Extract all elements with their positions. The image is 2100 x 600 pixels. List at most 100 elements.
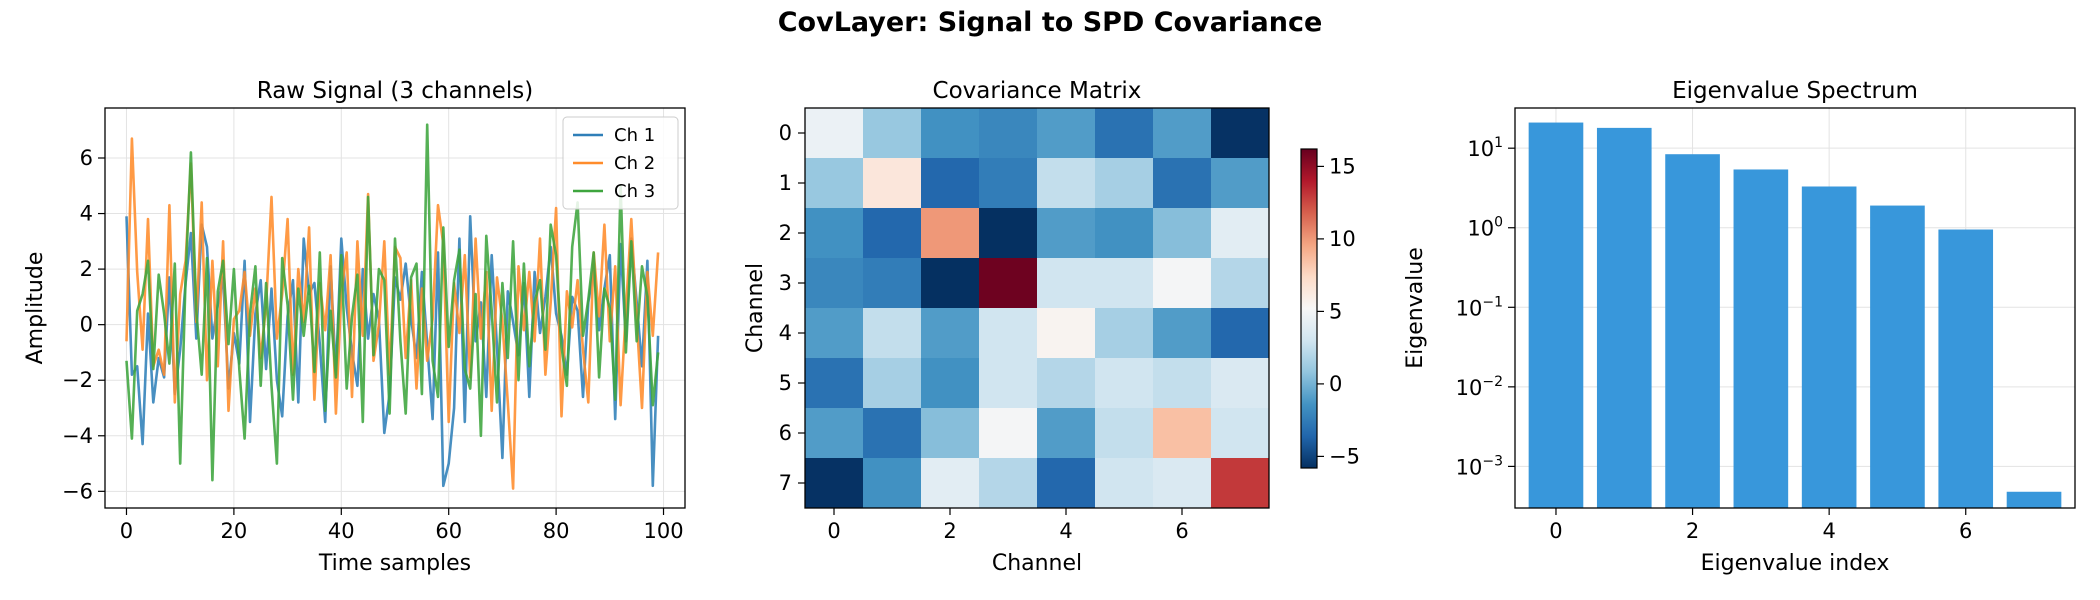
heatmap-cell bbox=[805, 308, 864, 359]
heatmap-cell bbox=[921, 108, 980, 159]
heatmap-cell bbox=[805, 408, 864, 459]
y-tick-label: 0 bbox=[80, 313, 93, 337]
x-axis-label: Channel bbox=[992, 551, 1082, 576]
x-tick-label: 4 bbox=[1822, 519, 1835, 543]
y-tick-label: 0 bbox=[779, 121, 792, 145]
y-tick-label-exponent: 1 bbox=[1494, 135, 1503, 151]
heatmap-cell bbox=[1095, 458, 1154, 509]
heatmap-cell bbox=[805, 458, 864, 509]
colorbar-tick-label: 0 bbox=[1329, 372, 1342, 396]
y-tick-label: 10−1 bbox=[1456, 294, 1503, 320]
heatmap-cell bbox=[1153, 308, 1212, 359]
colorbar bbox=[1300, 148, 1318, 469]
heatmap-cell bbox=[979, 358, 1038, 409]
y-tick-label: 5 bbox=[779, 371, 792, 395]
y-tick-label-exponent: −2 bbox=[1482, 374, 1503, 390]
x-tick-label: 0 bbox=[827, 519, 840, 543]
y-tick-label: 1 bbox=[779, 171, 792, 195]
heatmap-cell bbox=[1095, 108, 1154, 159]
heatmap-cell bbox=[1095, 408, 1154, 459]
y-tick-label: 4 bbox=[779, 321, 792, 345]
colorbar-tick-label: 15 bbox=[1329, 154, 1356, 178]
x-tick-label: 80 bbox=[543, 519, 570, 543]
heatmap-cell bbox=[1037, 108, 1096, 159]
x-tick-label: 40 bbox=[328, 519, 355, 543]
series-line-ch3 bbox=[125, 123, 660, 482]
y-tick-label: 10−3 bbox=[1456, 453, 1503, 479]
heatmap-cell bbox=[1211, 458, 1270, 509]
legend-label: Ch 3 bbox=[614, 181, 655, 202]
eigenvalue-bar bbox=[2006, 491, 2062, 508]
y-tick-label: 6 bbox=[779, 421, 792, 445]
eigenvalue-bar bbox=[1596, 127, 1652, 509]
heatmap-cell bbox=[1037, 358, 1096, 409]
legend bbox=[562, 116, 679, 210]
heatmap-cell bbox=[921, 208, 980, 259]
heatmap-cell bbox=[921, 408, 980, 459]
heatmap-cell bbox=[863, 358, 922, 409]
heatmap-cell bbox=[979, 108, 1038, 159]
heatmap-cell bbox=[863, 108, 922, 159]
heatmap-cell bbox=[1037, 258, 1096, 309]
eigenvalue-bar bbox=[1733, 169, 1789, 508]
x-tick-label: 2 bbox=[1686, 519, 1699, 543]
heatmap-cell bbox=[805, 208, 864, 259]
y-tick-label-base: 10 bbox=[1456, 376, 1483, 400]
heatmap-cell bbox=[921, 308, 980, 359]
heatmap-cell bbox=[1037, 208, 1096, 259]
eigenvalue-bar bbox=[1938, 229, 1994, 508]
heatmap-cell bbox=[1153, 358, 1212, 409]
chart-title: Eigenvalue Spectrum bbox=[1672, 78, 1918, 104]
heatmap-cell bbox=[805, 108, 864, 159]
y-tick-label: −6 bbox=[62, 479, 93, 503]
heatmap-cell bbox=[863, 458, 922, 509]
heatmap-cell bbox=[1037, 308, 1096, 359]
y-tick-label: 7 bbox=[779, 471, 792, 495]
heatmap-cell bbox=[1153, 108, 1212, 159]
x-axis-label: Time samples bbox=[318, 551, 471, 576]
heatmap-cell bbox=[1211, 258, 1270, 309]
y-tick-label: 3 bbox=[779, 271, 792, 295]
heatmap-cell bbox=[979, 258, 1038, 309]
x-axis-label: Eigenvalue index bbox=[1701, 551, 1890, 576]
heatmap-cell bbox=[1037, 408, 1096, 459]
y-tick-label-exponent: −3 bbox=[1482, 453, 1503, 469]
y-tick-label: 101 bbox=[1467, 135, 1503, 161]
raw-signal-panel: 0 20 40 60 80 100 −6 −4 −2 0 2 4 6 Ch 1 Ch 2 Ch 3 Raw Si… bbox=[23, 78, 686, 576]
x-tick-label: 0 bbox=[1549, 519, 1562, 543]
y-tick-label-base: 10 bbox=[1467, 137, 1494, 161]
x-tick-label: 0 bbox=[120, 519, 133, 543]
x-tick-label: 100 bbox=[643, 519, 683, 543]
heatmap-cell bbox=[979, 158, 1038, 209]
heatmap-cell bbox=[863, 258, 922, 309]
x-tick-label: 20 bbox=[221, 519, 248, 543]
y-axis-label: Amplitude bbox=[23, 252, 48, 365]
heatmap-cell bbox=[805, 158, 864, 209]
heatmap-cell bbox=[1095, 358, 1154, 409]
heatmap-cell bbox=[1211, 358, 1270, 409]
heatmap-cell bbox=[1095, 258, 1154, 309]
y-tick-label-base: 10 bbox=[1456, 455, 1483, 479]
legend-label: Ch 2 bbox=[614, 153, 655, 174]
heatmap-cell bbox=[1095, 208, 1154, 259]
heatmap-cell bbox=[1153, 208, 1212, 259]
y-axis-label: Channel bbox=[743, 263, 768, 353]
heatmap-cell bbox=[863, 208, 922, 259]
x-tick-label: 4 bbox=[1059, 519, 1072, 543]
heatmap-cell bbox=[1153, 458, 1212, 509]
chart-title: Covariance Matrix bbox=[933, 78, 1142, 104]
eigenvalue-bar bbox=[1870, 205, 1925, 508]
heatmap-cell bbox=[979, 408, 1038, 459]
heatmap-cell bbox=[979, 458, 1038, 509]
y-tick-label: −2 bbox=[62, 368, 93, 392]
heatmap-cell bbox=[1211, 158, 1270, 209]
x-tick-label: 6 bbox=[1175, 519, 1188, 543]
heatmap-cell bbox=[1095, 158, 1154, 209]
x-tick-label: 6 bbox=[1959, 519, 1972, 543]
heatmap-cell bbox=[1211, 208, 1270, 259]
y-tick-label-base: 10 bbox=[1467, 217, 1494, 241]
plot-frame bbox=[104, 107, 686, 509]
heatmap-cell bbox=[1037, 158, 1096, 209]
